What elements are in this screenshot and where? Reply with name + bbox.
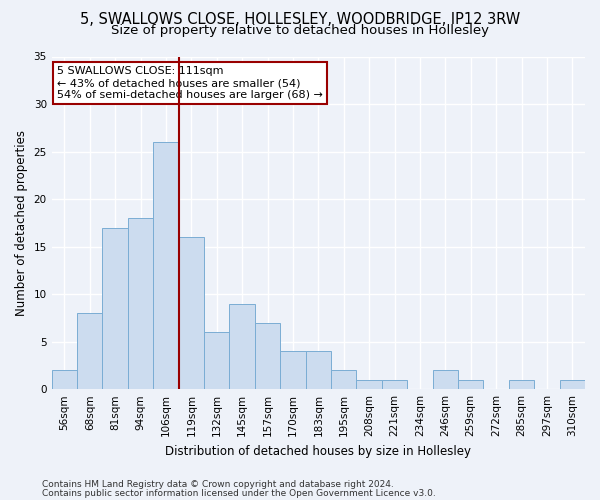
Bar <box>179 237 204 389</box>
Bar <box>77 313 103 389</box>
Text: 5, SWALLOWS CLOSE, HOLLESLEY, WOODBRIDGE, IP12 3RW: 5, SWALLOWS CLOSE, HOLLESLEY, WOODBRIDGE… <box>80 12 520 28</box>
Bar <box>204 332 229 389</box>
Text: Contains HM Land Registry data © Crown copyright and database right 2024.: Contains HM Land Registry data © Crown c… <box>42 480 394 489</box>
Bar <box>280 351 305 389</box>
Bar <box>356 380 382 389</box>
Bar <box>128 218 153 389</box>
Y-axis label: Number of detached properties: Number of detached properties <box>15 130 28 316</box>
Text: 5 SWALLOWS CLOSE: 111sqm
← 43% of detached houses are smaller (54)
54% of semi-d: 5 SWALLOWS CLOSE: 111sqm ← 43% of detach… <box>57 66 323 100</box>
Bar <box>560 380 585 389</box>
Bar <box>229 304 255 389</box>
Bar <box>52 370 77 389</box>
Text: Contains public sector information licensed under the Open Government Licence v3: Contains public sector information licen… <box>42 488 436 498</box>
Bar <box>305 351 331 389</box>
Bar <box>103 228 128 389</box>
Bar <box>433 370 458 389</box>
X-axis label: Distribution of detached houses by size in Hollesley: Distribution of detached houses by size … <box>166 444 472 458</box>
Bar <box>255 322 280 389</box>
Bar <box>331 370 356 389</box>
Bar <box>458 380 484 389</box>
Text: Size of property relative to detached houses in Hollesley: Size of property relative to detached ho… <box>111 24 489 37</box>
Bar <box>153 142 179 389</box>
Bar <box>382 380 407 389</box>
Bar <box>509 380 534 389</box>
